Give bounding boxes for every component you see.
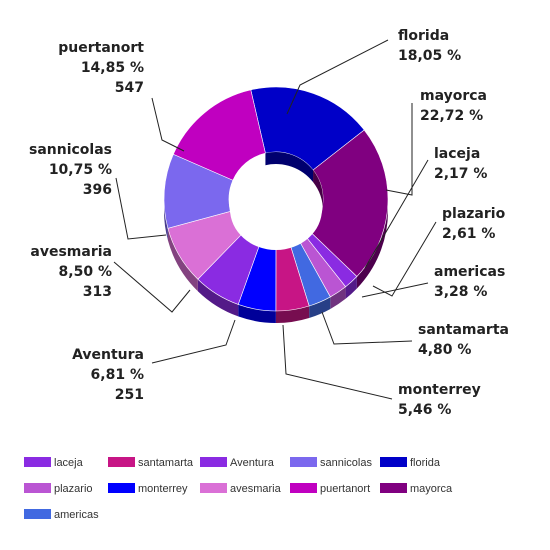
slice-label-sannicolas-percent: 10,75 %: [49, 162, 112, 178]
leader-line-avesmaria: [113, 261, 191, 313]
legend-label-mayorca: mayorca: [410, 483, 453, 495]
slice-side-sannicolas: [164, 199, 168, 241]
legend: laceja santamarta Aventura sannicolas florid…: [24, 457, 453, 521]
slice-label-plazario-percent: 2,61 %: [442, 226, 495, 242]
slice-label-laceja-name: laceja: [434, 146, 480, 162]
leader-line-mayorca: [385, 103, 413, 196]
legend-label-monterrey: monterrey: [138, 483, 188, 495]
slice-label-florida-name: florida: [398, 28, 449, 44]
leader-line-santamarta: [321, 311, 413, 345]
slice-label-avesmaria-count: 313: [83, 284, 112, 300]
slice-label-santamarta-percent: 4,80 %: [418, 342, 471, 358]
leader-line-laceja: [364, 159, 429, 269]
legend-label-santamarta: santamarta: [138, 457, 194, 469]
legend-label-florida: florida: [410, 457, 441, 469]
slice-labels: florida 18,05 % mayorca 22,72 % laceja 2,17 %…: [29, 28, 509, 418]
slice-side-santamarta: [275, 305, 310, 323]
leader-line-puertanort: [151, 97, 185, 152]
legend-swatch-avesmaria: [200, 483, 227, 493]
slice-label-aventura-name: Aventura: [72, 347, 144, 363]
legend-label-puertanort: puertanort: [320, 483, 370, 495]
legend-label-aventura: Aventura: [230, 457, 275, 469]
legend-swatch-florida: [380, 457, 407, 467]
slice-side-aventura: [197, 279, 239, 317]
legend-label-americas: americas: [54, 509, 99, 521]
legend-swatch-monterrey: [108, 483, 135, 493]
slice-label-americas-name: americas: [434, 264, 505, 280]
slice-label-sannicolas-count: 396: [83, 182, 112, 198]
slice-label-laceja-percent: 2,17 %: [434, 166, 487, 182]
pie-slices: [163, 86, 389, 312]
legend-swatch-mayorca: [380, 483, 407, 493]
legend-swatch-aventura: [200, 457, 227, 467]
leader-line-monterrey: [282, 324, 393, 400]
pie-slice-puertanort: [172, 89, 266, 181]
slice-label-mayorca-percent: 22,72 %: [420, 108, 483, 124]
pie-depth: [164, 199, 388, 323]
slice-side-avesmaria: [167, 228, 198, 292]
legend-label-avesmaria: avesmaria: [230, 483, 282, 495]
legend-swatch-laceja: [24, 457, 51, 467]
slice-side-americas: [309, 296, 331, 318]
slice-label-sannicolas-name: sannicolas: [29, 142, 112, 158]
legend-swatch-sannicolas: [290, 457, 317, 467]
slice-side-laceja: [345, 276, 357, 299]
legend-label-plazario: plazario: [54, 483, 93, 495]
legend-swatch-puertanort: [290, 483, 317, 493]
slice-label-avesmaria-percent: 8,50 %: [59, 264, 112, 280]
leader-line-sannicolas: [115, 177, 167, 240]
slice-label-aventura-count: 251: [115, 387, 144, 403]
legend-swatch-plazario: [24, 483, 51, 493]
legend-label-sannicolas: sannicolas: [320, 457, 372, 469]
slice-label-puertanort-percent: 14,85 %: [81, 60, 144, 76]
slice-side-plazario: [330, 286, 346, 309]
legend-label-laceja: laceja: [54, 457, 84, 469]
slice-label-avesmaria-name: avesmaria: [30, 244, 112, 260]
slice-label-plazario-name: plazario: [442, 206, 506, 222]
slice-label-americas-percent: 3,28 %: [434, 284, 487, 300]
slice-label-santamarta-name: santamarta: [418, 322, 509, 338]
legend-swatch-americas: [24, 509, 51, 519]
leader-line-florida: [286, 39, 389, 115]
donut-hole: [229, 151, 323, 250]
slice-label-aventura-percent: 6,81 %: [91, 367, 144, 383]
slice-label-puertanort-count: 547: [115, 80, 144, 96]
slice-side-monterrey: [238, 304, 276, 323]
slice-side-mayorca: [356, 199, 388, 289]
slice-label-florida-percent: 18,05 %: [398, 48, 461, 64]
leader-line-plazario: [372, 221, 437, 297]
slice-label-puertanort-name: puertanort: [58, 40, 144, 56]
slice-label-monterrey-percent: 5,46 %: [398, 402, 451, 418]
leader-line-aventura: [151, 319, 236, 364]
leader-line-americas: [361, 282, 429, 298]
legend-swatch-santamarta: [108, 457, 135, 467]
slice-label-mayorca-name: mayorca: [420, 88, 487, 104]
slice-label-monterrey-name: monterrey: [398, 382, 481, 398]
